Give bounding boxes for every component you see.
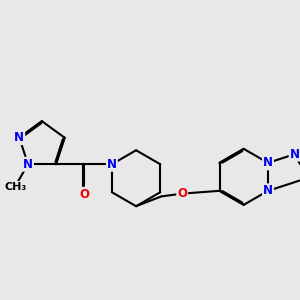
Text: N: N [290,148,300,161]
Text: O: O [177,187,187,200]
Text: O: O [79,188,89,201]
Text: N: N [263,184,273,197]
Text: N: N [107,158,117,171]
Text: CH₃: CH₃ [5,182,27,192]
Text: N: N [14,131,24,144]
Text: N: N [23,158,33,171]
Text: N: N [263,156,273,170]
